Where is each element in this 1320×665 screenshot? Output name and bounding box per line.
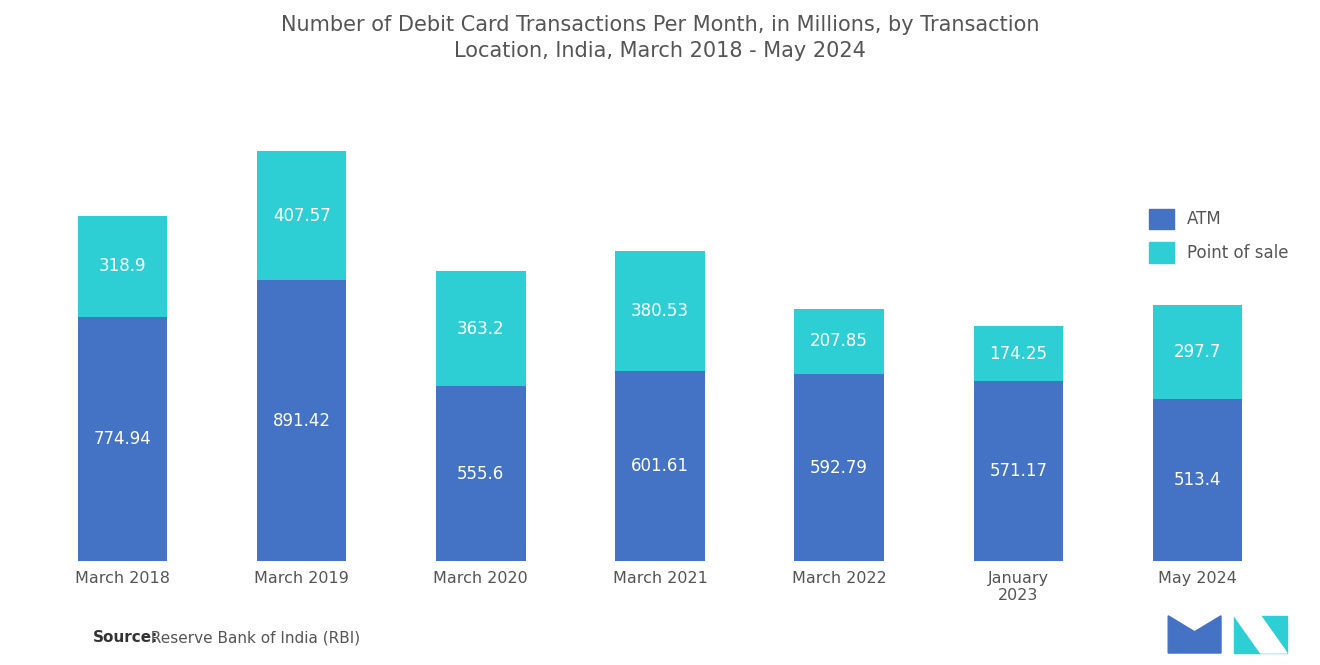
Bar: [1152, 305, 1242, 399]
Text: 174.25: 174.25: [989, 344, 1047, 362]
Bar: [615, 251, 705, 372]
Text: 513.4: 513.4: [1173, 471, 1221, 489]
Polygon shape: [1234, 616, 1287, 653]
Polygon shape: [1234, 616, 1287, 653]
Bar: [795, 309, 884, 374]
Text: 380.53: 380.53: [631, 303, 689, 321]
Bar: [974, 381, 1063, 561]
Legend: ATM, Point of sale: ATM, Point of sale: [1140, 200, 1296, 271]
Text: Reserve Bank of India (RBI): Reserve Bank of India (RBI): [141, 630, 360, 645]
Text: Source:: Source:: [92, 630, 158, 645]
Text: 571.17: 571.17: [989, 462, 1047, 480]
Bar: [974, 326, 1063, 381]
Text: 774.94: 774.94: [94, 430, 152, 448]
Text: 891.42: 891.42: [273, 412, 331, 430]
Bar: [78, 216, 168, 317]
Text: 592.79: 592.79: [810, 459, 869, 477]
Text: 601.61: 601.61: [631, 458, 689, 475]
Bar: [436, 271, 525, 386]
Text: 207.85: 207.85: [810, 332, 869, 350]
Text: 555.6: 555.6: [457, 465, 504, 483]
Bar: [1152, 399, 1242, 561]
Title: Number of Debit Card Transactions Per Month, in Millions, by Transaction
Locatio: Number of Debit Card Transactions Per Mo…: [281, 15, 1039, 61]
Bar: [257, 280, 346, 561]
Bar: [436, 386, 525, 561]
Bar: [257, 152, 346, 280]
Bar: [78, 317, 168, 561]
Text: 363.2: 363.2: [457, 320, 504, 338]
Text: 407.57: 407.57: [273, 207, 330, 225]
Polygon shape: [1168, 616, 1221, 653]
Text: 297.7: 297.7: [1173, 343, 1221, 361]
Bar: [615, 372, 705, 561]
Text: 318.9: 318.9: [99, 257, 147, 275]
Bar: [795, 374, 884, 561]
